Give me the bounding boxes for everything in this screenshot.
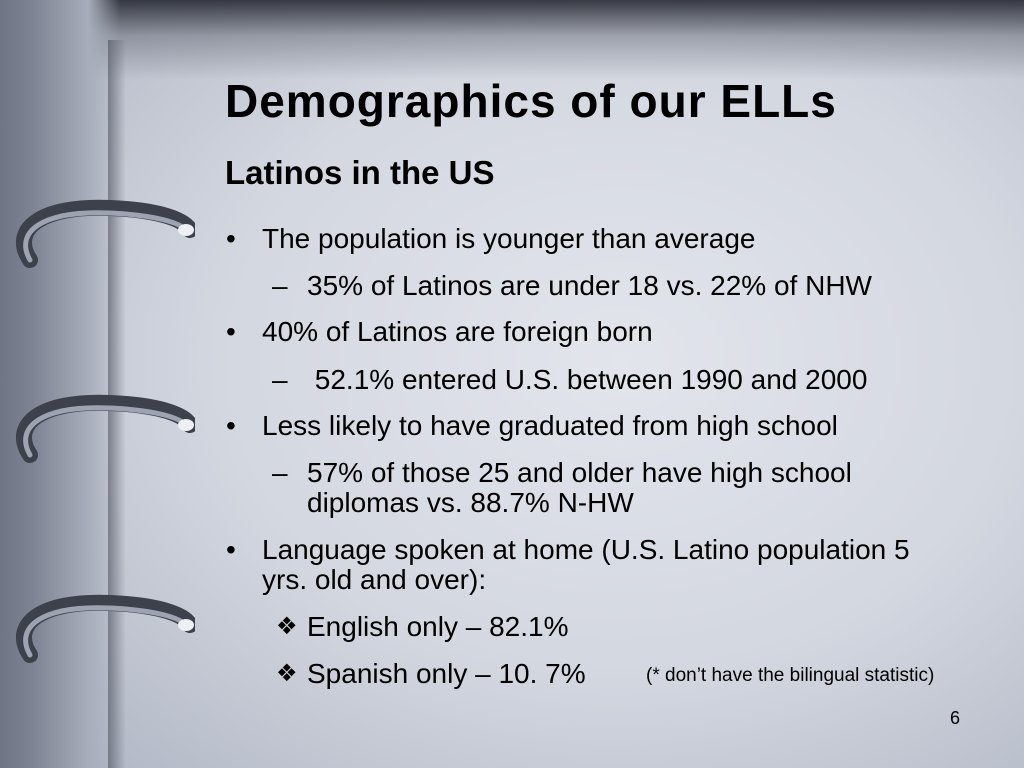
dash-icon: – <box>272 457 288 488</box>
binder-ring-3 <box>16 594 195 663</box>
sub-text-line-2: diplomas vs. 88.7% N-HW <box>307 487 634 518</box>
bullet-text: Less likely to have graduated from high … <box>262 410 838 441</box>
bullet-icon: • <box>226 534 236 565</box>
footnote-text: (* don’t have the bilingual statistic) <box>646 665 935 686</box>
sub-text: 35% of Latinos are under 18 vs. 22% of N… <box>307 270 872 301</box>
dash-icon: – <box>272 270 288 301</box>
diamond-bullet-icon: ❖ <box>276 660 298 687</box>
sub-text-line-1: 57% of those 25 and older have high scho… <box>307 457 852 488</box>
sub-text: 52.1% entered U.S. between 1990 and 2000 <box>307 364 868 395</box>
binder-ring-2 <box>16 394 195 463</box>
top-shadow <box>0 0 1024 80</box>
slide-title: Demographics of our ELLs <box>225 75 837 127</box>
dash-icon: – <box>272 364 288 395</box>
bullet-text-line-1: Language spoken at home (U.S. Latino pop… <box>262 534 910 565</box>
diamond-text: Spanish only – 10. 7% <box>307 658 586 689</box>
bullet-text: 40% of Latinos are foreign born <box>262 316 653 347</box>
diamond-bullet-icon: ❖ <box>276 613 298 640</box>
page-number: 6 <box>950 708 961 728</box>
binder-ring-1 <box>16 199 195 268</box>
bullet-icon: • <box>226 410 236 441</box>
bullet-text-line-2: yrs. old and over): <box>262 564 487 595</box>
diamond-text: English only – 82.1% <box>307 611 569 642</box>
bullet-icon: • <box>226 316 236 347</box>
bullet-text: The population is younger than average <box>262 223 756 254</box>
slide-subtitle: Latinos in the US <box>225 154 495 191</box>
bullet-icon: • <box>226 223 236 254</box>
